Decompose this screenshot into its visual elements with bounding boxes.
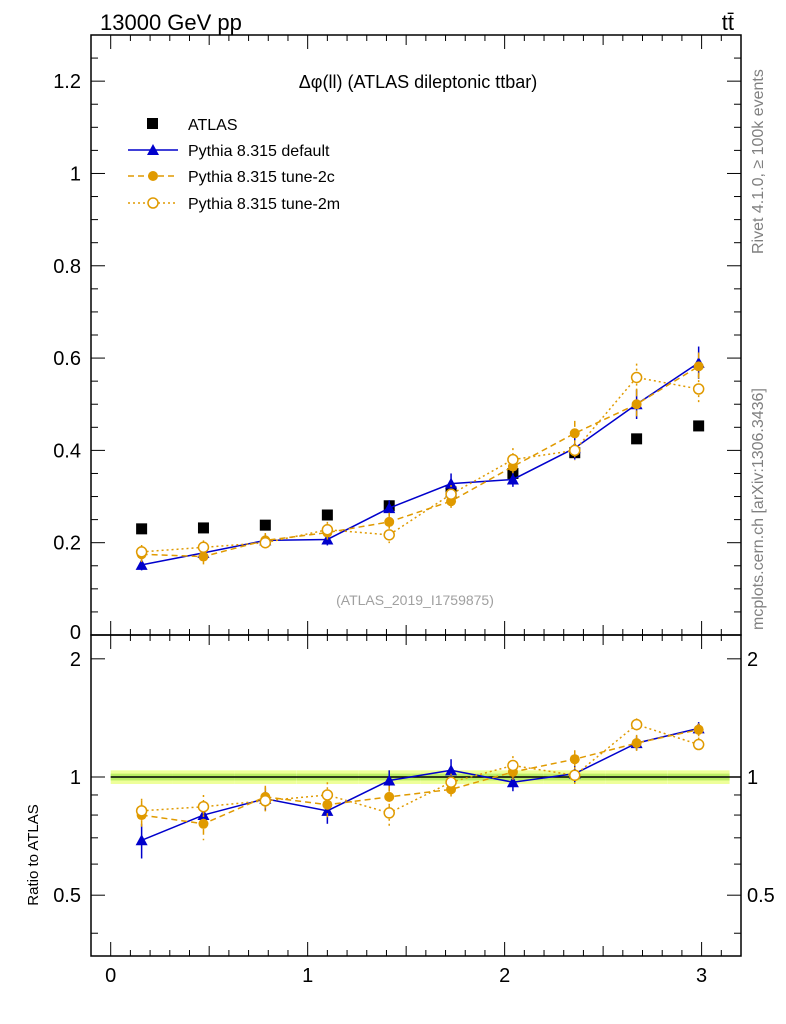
- data-point: [507, 453, 519, 466]
- data-point: [692, 738, 705, 751]
- data-point: [693, 724, 704, 735]
- rivet-label: Rivet 4.1.0, ≥ 100k events: [750, 69, 767, 254]
- ratio-line: [141, 728, 699, 825]
- legend-label-tune-2c: Pythia 8.315 tune-2c: [188, 169, 335, 186]
- plot-title: Δφ(ll) (ATLAS dileptonic ttbar): [299, 72, 537, 92]
- data-point: [630, 718, 643, 731]
- series-line: [141, 362, 700, 566]
- analysis-label: (ATLAS_2019_I1759875): [336, 592, 494, 608]
- ratio-tick-label: 2: [70, 649, 81, 671]
- y-tick-label: 0.2: [53, 533, 81, 555]
- ratio-ylabel: Ratio to ATLAS: [25, 804, 42, 905]
- data-point: [135, 558, 148, 570]
- data-point: [445, 764, 458, 776]
- legend-label-default: Pythia 8.315 default: [188, 143, 330, 160]
- legend: ATLAS Pythia 8.315 default Pythia 8.315 …: [128, 117, 340, 213]
- ratio-tick-label: 1: [70, 767, 81, 789]
- x-tick-label: 1: [302, 965, 313, 987]
- data-point: [383, 774, 396, 786]
- data-point: [321, 789, 334, 801]
- y-tick-label: 0: [70, 622, 81, 644]
- data-point: [135, 546, 148, 558]
- mcplots-label: mcplots.cern.ch [arXiv:1306.3436]: [750, 388, 767, 630]
- data-point: [198, 818, 209, 829]
- data-point: [445, 488, 457, 500]
- data-point: [322, 799, 333, 810]
- data-point: [259, 519, 271, 531]
- data-point: [197, 541, 210, 554]
- ratio-panel: 0 1 2 3 0.5 0.5 1 1 2 2: [53, 634, 775, 987]
- data-point: [259, 795, 272, 807]
- data-point: [507, 759, 519, 772]
- data-point: [569, 428, 580, 439]
- y-tick-label: 0.6: [53, 348, 81, 370]
- data-point: [198, 551, 209, 562]
- legend-marker-tune-2c: [148, 171, 158, 181]
- data-point: [631, 399, 642, 410]
- x-tick-label: 3: [696, 965, 707, 987]
- x-tick-label: 0: [105, 965, 116, 987]
- data-point: [506, 473, 519, 485]
- x-tick-label: 2: [499, 965, 510, 987]
- data-point: [569, 444, 581, 457]
- series-line: [141, 365, 700, 558]
- data-point: [383, 529, 395, 541]
- data-point: [135, 834, 148, 846]
- ratio-line: [141, 727, 699, 841]
- ratio-tick-label: 1: [747, 767, 758, 789]
- data-point: [136, 523, 148, 535]
- data-point: [384, 791, 395, 802]
- legend-marker-default: [147, 144, 159, 155]
- data-point: [321, 524, 334, 536]
- legend-label-tune-2m: Pythia 8.315 tune-2m: [188, 196, 340, 213]
- ratio-frame: [90, 634, 742, 957]
- energy-label: 13000 GeV pp: [100, 10, 242, 35]
- data-point: [321, 509, 333, 521]
- data-point: [569, 754, 580, 765]
- data-point: [631, 433, 643, 445]
- data-point: [693, 361, 704, 372]
- data-point: [197, 522, 209, 534]
- series-line: [141, 376, 699, 553]
- data-point: [692, 383, 705, 395]
- ratio-line: [141, 723, 699, 814]
- data-point: [630, 371, 643, 384]
- ratio-tick-label: 0.5: [53, 885, 81, 907]
- data-point: [383, 807, 395, 819]
- data-point: [135, 805, 148, 817]
- ratio-tick-label: 2: [747, 649, 758, 671]
- process-label: tt̄: [722, 10, 734, 35]
- data-point: [321, 804, 334, 816]
- data-point: [197, 800, 210, 813]
- y-tick-label: 1.2: [53, 71, 81, 93]
- y-tick-label: 1: [70, 163, 81, 185]
- data-point: [506, 776, 519, 788]
- data-point: [693, 420, 705, 432]
- y-tick-label: 0.8: [53, 256, 81, 278]
- ratio-tick-label: 0.5: [747, 885, 775, 907]
- legend-marker-tune-2m: [147, 197, 159, 209]
- data-point: [445, 776, 457, 788]
- data-point: [631, 738, 642, 749]
- legend-label-atlas: ATLAS: [188, 117, 238, 134]
- data-point: [259, 536, 272, 549]
- data-point: [445, 477, 458, 489]
- data-point: [384, 516, 395, 527]
- legend-marker-atlas: [147, 118, 158, 129]
- data-point: [383, 502, 396, 514]
- data-point: [569, 769, 581, 782]
- y-tick-label: 0.4: [53, 440, 81, 462]
